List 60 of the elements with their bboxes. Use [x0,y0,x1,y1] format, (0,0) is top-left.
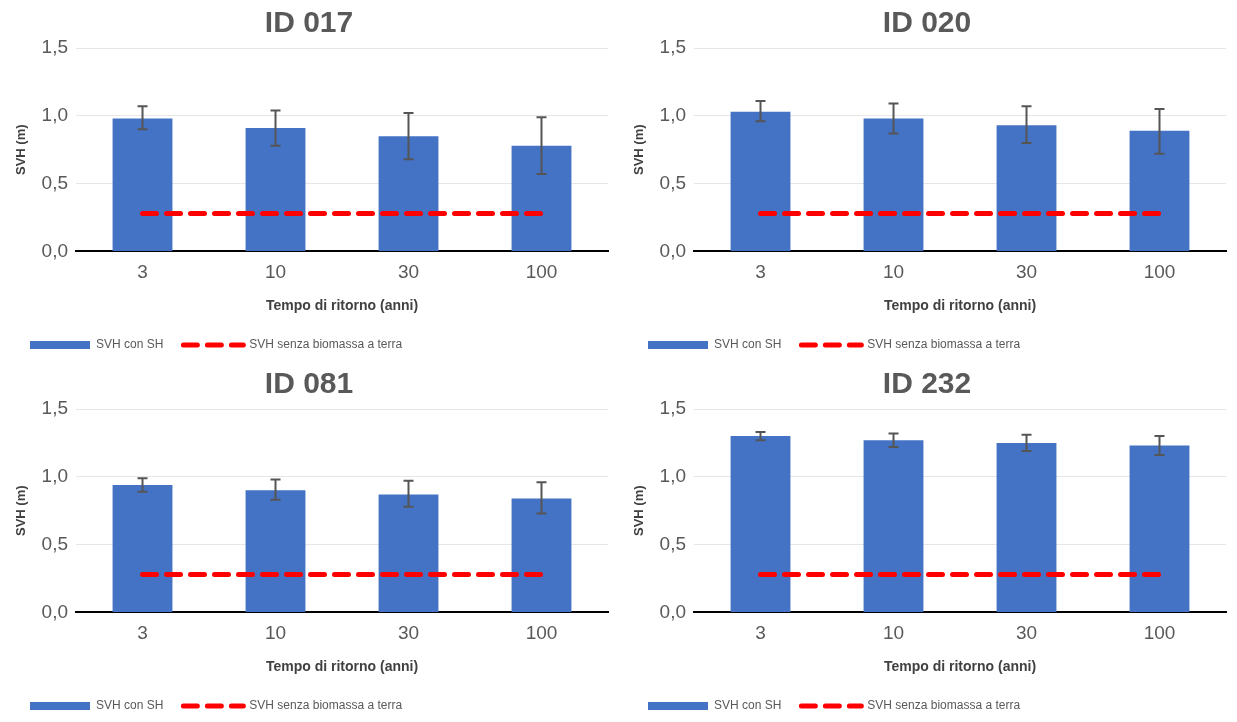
y-axis-title: SVH (m) [631,485,647,536]
y-tick-label: 0,5 [41,532,69,554]
legend-label: SVH con SH [714,698,782,713]
x-tick-label: 3 [755,261,766,283]
legend-label: SVH senza biomassa a terra [249,337,403,352]
x-axis-title: Tempo di ritorno (anni) [265,297,419,314]
y-tick-label: 1,0 [41,465,69,487]
x-tick-label: 3 [137,261,148,283]
x-tick-label: 100 [1143,622,1176,644]
bar [863,118,924,251]
y-tick-label: 0,0 [659,600,687,622]
x-tick-label: 100 [525,261,558,283]
x-tick-label: 30 [1015,622,1038,644]
x-tick-label: 100 [1143,261,1176,283]
bar [511,145,572,251]
x-tick-label: 30 [397,622,420,644]
x-tick-label: 3 [137,622,148,644]
bar [1129,130,1190,251]
x-axis-title: Tempo di ritorno (anni) [883,658,1037,675]
x-axis-title: Tempo di ritorno (anni) [265,658,419,675]
legend-label: SVH con SH [714,337,782,352]
bar [730,111,791,251]
y-axis-title: SVH (m) [13,485,29,536]
y-tick-label: 0,5 [659,171,687,193]
y-tick-label: 0,0 [41,600,69,622]
y-tick-label: 0,5 [659,532,687,554]
legend-label: SVH senza biomassa a terra [249,698,403,713]
y-tick-label: 1,0 [41,104,69,126]
y-tick-label: 0,0 [659,239,687,261]
legend-label: SVH senza biomassa a terra [867,337,1021,352]
bar [112,118,173,251]
y-tick-label: 1,5 [659,36,687,58]
x-tick-label: 3 [755,622,766,644]
x-tick-label: 100 [525,622,558,644]
x-tick-label: 10 [264,622,287,644]
x-tick-label: 10 [882,261,905,283]
legend-label: SVH con SH [96,698,164,713]
y-tick-label: 1,0 [659,104,687,126]
y-tick-label: 0,0 [41,239,69,261]
chart-title: ID 232 [882,366,972,400]
bar [245,128,306,251]
legend-label: SVH senza biomassa a terra [867,698,1021,713]
x-tick-label: 30 [397,261,420,283]
chart-title: ID 017 [264,5,354,39]
x-tick-label: 10 [882,622,905,644]
y-axis-title: SVH (m) [631,124,647,175]
bar [996,125,1057,251]
chart-title: ID 020 [882,5,972,39]
bar [378,136,439,251]
x-axis-title: Tempo di ritorno (anni) [883,297,1037,314]
y-tick-label: 1,5 [41,36,69,58]
chart-title: ID 081 [264,366,354,400]
y-tick-label: 1,5 [41,397,69,419]
y-axis-title: SVH (m) [13,124,29,175]
legend-label: SVH con SH [96,337,164,352]
y-tick-label: 1,5 [659,397,687,419]
x-tick-label: 30 [1015,261,1038,283]
y-tick-label: 0,5 [41,171,69,193]
x-tick-label: 10 [264,261,287,283]
y-tick-label: 1,0 [659,465,687,487]
